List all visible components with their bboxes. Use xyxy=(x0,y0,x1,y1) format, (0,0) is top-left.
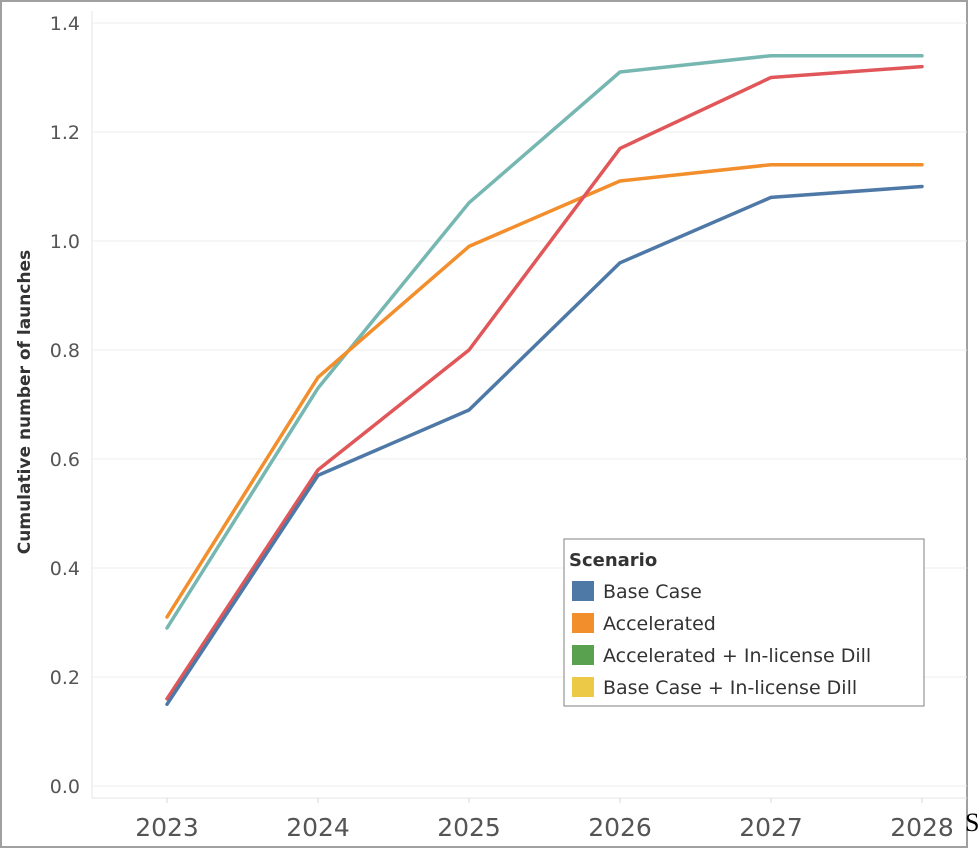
y-tick-label: 1.4 xyxy=(50,13,80,35)
legend-entries: Base Case Accelerated Accelerated + In-lic… xyxy=(572,581,871,699)
stray-text: S xyxy=(965,808,980,837)
x-tick-label: 2024 xyxy=(286,813,350,842)
legend-entry-label: Accelerated + In-license Dill xyxy=(603,645,871,667)
y-axis-label: Cumulative number of launches xyxy=(15,250,35,554)
x-tick-label: 2028 xyxy=(890,813,954,842)
y-tick-label: 1.2 xyxy=(50,122,80,144)
legend-box xyxy=(563,538,925,707)
series-line-1 xyxy=(165,53,924,630)
y-tick-label: 1.0 xyxy=(50,231,80,253)
x-tick-labels: 2023 2024 2025 2026 2027 2028 xyxy=(135,798,954,842)
y-tick-labels: 0.0 0.2 0.4 0.6 0.8 1.0 1.2 1.4 xyxy=(50,13,80,798)
y-tick-label: 0.4 xyxy=(50,558,80,580)
x-tick-label: 2023 xyxy=(135,813,199,842)
series-line-3 xyxy=(165,64,924,701)
legend-entry-label: Base Case + In-license Dill xyxy=(603,677,857,699)
legend-entry-label: Accelerated xyxy=(603,613,716,635)
series-line-2 xyxy=(165,162,924,619)
legend-swatch xyxy=(572,645,594,665)
y-tick-label: 0.6 xyxy=(50,449,80,471)
x-tick-label: 2025 xyxy=(437,813,501,842)
series-lines xyxy=(165,53,924,707)
y-tick-label: 0.0 xyxy=(50,776,80,798)
legend-swatch xyxy=(572,581,594,601)
axes xyxy=(91,11,967,799)
legend-swatch xyxy=(572,613,594,633)
y-tick-label: 0.8 xyxy=(50,340,80,362)
legend-entry-label: Base Case xyxy=(603,581,702,603)
series-line-4 xyxy=(165,184,924,707)
legend-title: Scenario xyxy=(569,550,657,571)
y-tick-label: 0.2 xyxy=(50,667,80,689)
x-tick-label: 2027 xyxy=(739,813,803,842)
legend: Scenario Base Case Accelerated Accelerated… xyxy=(563,538,925,707)
x-tick-label: 2026 xyxy=(588,813,652,842)
legend-swatch xyxy=(572,677,594,697)
